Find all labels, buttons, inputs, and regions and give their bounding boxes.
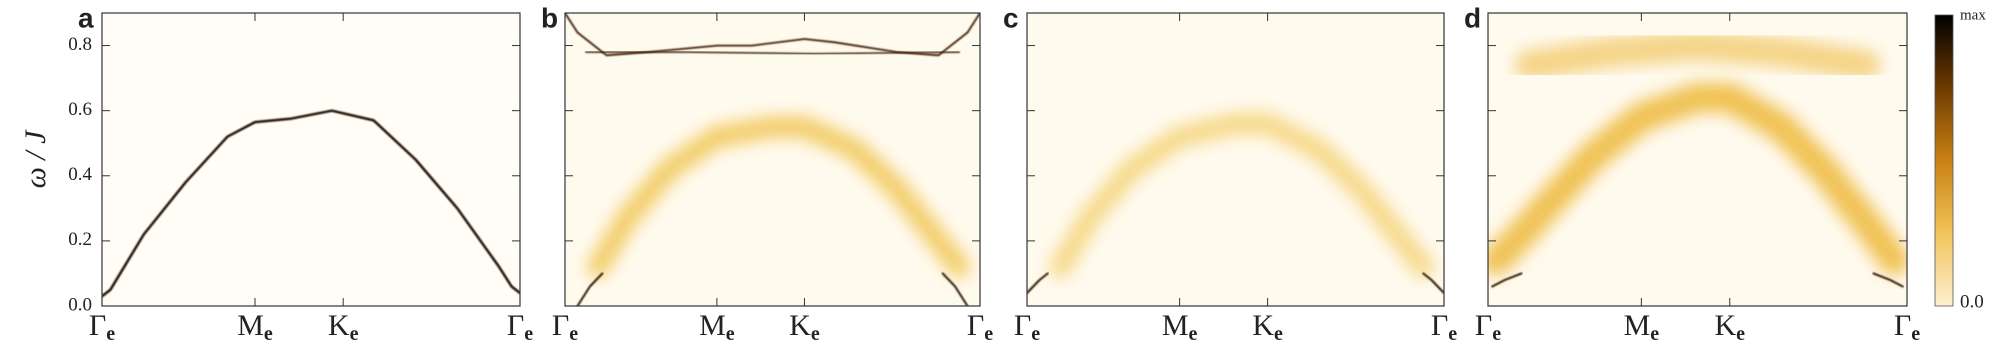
spectral-band: [1488, 82, 1907, 276]
spectral-band: [1491, 272, 1523, 288]
x-tick-label: Γe: [89, 309, 115, 345]
plot-frame: [1487, 12, 1908, 307]
x-tick-label: Γe: [552, 309, 578, 345]
y-tick-label: 0.4: [68, 164, 92, 185]
x-tick-label: Ke: [1252, 309, 1283, 345]
plot-frame: [564, 12, 981, 307]
y-tick-label: 0.0: [68, 294, 92, 315]
colorbar-label: 0.0: [1960, 291, 1984, 312]
x-tick-label: Γe: [1894, 309, 1920, 345]
spectral-band: [587, 115, 971, 278]
spectral-band: [565, 13, 980, 57]
x-tick-label: Γe: [1475, 309, 1501, 345]
panel-label: d: [1464, 2, 1481, 33]
spectral-band: [102, 109, 520, 298]
plot-background: [102, 13, 520, 306]
y-tick-label: 0.6: [68, 99, 92, 120]
panel-label: c: [1003, 2, 1019, 33]
plot-frame: [101, 12, 521, 307]
plot-background: [1027, 13, 1444, 306]
x-tick-label: Ke: [328, 309, 359, 345]
y-axis-label: ω / J: [19, 129, 52, 189]
spectral-band: [1049, 112, 1435, 278]
x-tick-label: Γe: [1431, 309, 1457, 345]
colorbar-label: max: [1960, 7, 1986, 23]
colorbar: [1934, 14, 1954, 307]
panel-label: b: [541, 2, 558, 33]
spectral-band: [1514, 30, 1881, 81]
x-tick-label: Γe: [507, 309, 533, 345]
spectral-band: [1872, 272, 1904, 288]
spectral-band: [941, 272, 969, 306]
y-tick-label: 0.2: [68, 229, 92, 250]
plot-area: [1488, 30, 1907, 288]
panel-label: a: [78, 2, 94, 33]
plot-frame: [1026, 12, 1445, 307]
plot-area: [565, 13, 980, 306]
spectral-band: [1027, 272, 1049, 294]
spectral-band: [576, 272, 604, 306]
spectral-band: [1422, 272, 1444, 294]
x-tick-label: Me: [1162, 309, 1198, 345]
plot-background: [565, 13, 980, 306]
x-tick-label: Ke: [1714, 309, 1745, 345]
x-tick-label: Γe: [1014, 309, 1040, 345]
plot-area: [1027, 62, 1444, 294]
plot-area: [102, 79, 520, 298]
x-tick-label: Ke: [789, 309, 820, 345]
x-tick-label: Me: [1624, 309, 1660, 345]
x-tick-label: Γe: [967, 309, 993, 345]
x-tick-label: Me: [237, 309, 273, 345]
x-tick-label: Me: [699, 309, 735, 345]
y-tick-label: 0.8: [68, 34, 92, 55]
